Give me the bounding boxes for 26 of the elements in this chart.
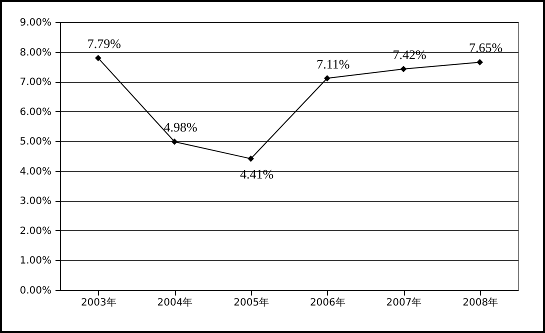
- y-tick-label: 6.00%: [20, 106, 52, 118]
- x-tick-label: 2003年: [80, 296, 116, 308]
- point: [171, 138, 178, 145]
- x-tick-label: 2007年: [386, 296, 422, 308]
- data-label: 7.65%: [469, 40, 503, 56]
- data-label: 7.79%: [87, 36, 122, 52]
- x-tick-label: 2008年: [462, 296, 498, 308]
- point: [248, 156, 254, 162]
- y-tick-label: 0.00%: [20, 286, 52, 296]
- data-label: 4.98%: [164, 120, 198, 135]
- y-tick-label: 8.00%: [20, 47, 52, 58]
- x-tick-label: 2004年: [157, 296, 193, 308]
- y-tick-label: 1.00%: [20, 256, 52, 267]
- y-tick-label: 5.00%: [20, 136, 52, 148]
- point: [476, 59, 483, 66]
- y-tick-label: 9.00%: [20, 18, 52, 28]
- point: [324, 75, 330, 82]
- y-tick-label: 2.00%: [20, 226, 52, 237]
- y-tick-label: 3.00%: [20, 196, 52, 208]
- x-tick-label: 2005年: [234, 296, 270, 308]
- y-tick-label: 7.00%: [20, 77, 52, 88]
- data-label: 7.11%: [316, 56, 350, 72]
- x-tick-label: 2006年: [310, 296, 346, 308]
- point: [95, 54, 102, 62]
- y-tick-label: 4.00%: [20, 166, 52, 178]
- point: [400, 66, 407, 72]
